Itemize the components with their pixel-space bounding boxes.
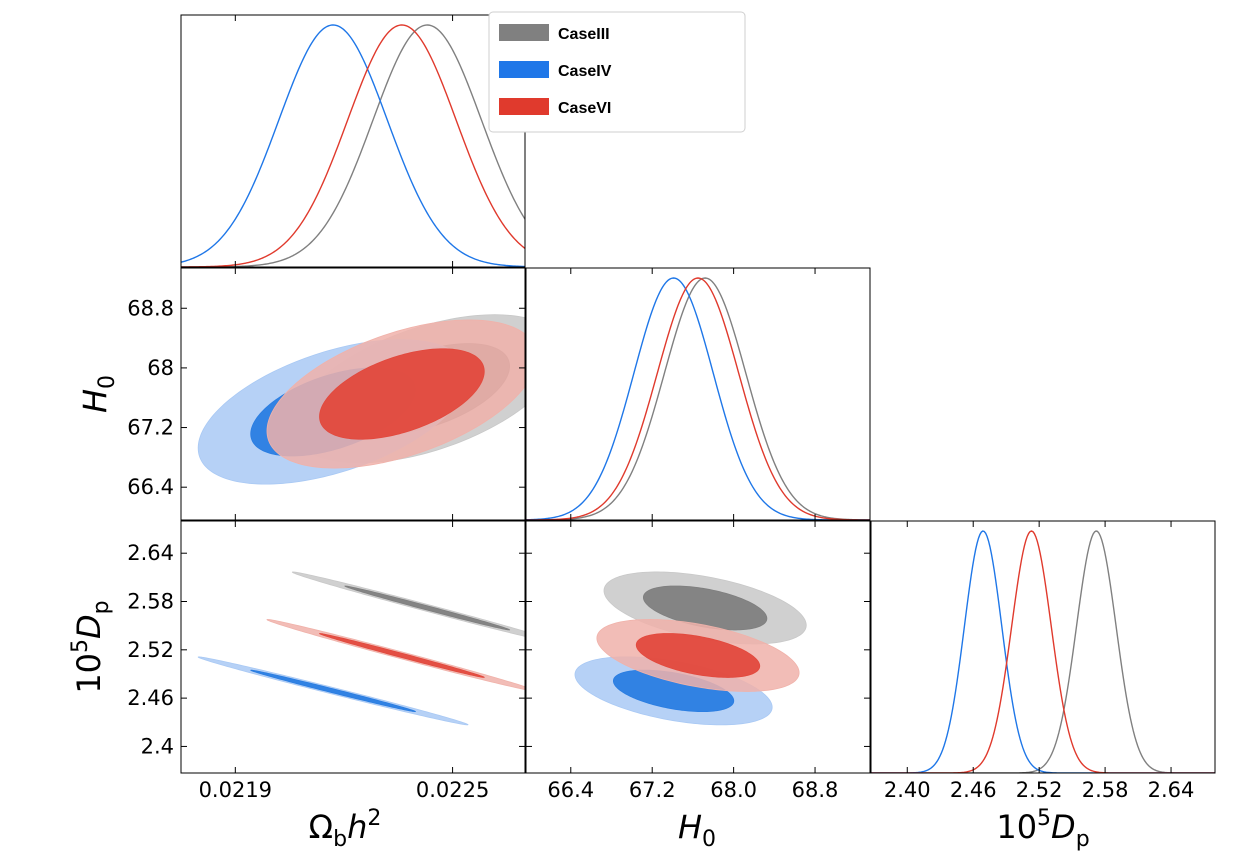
panel-frame-2-2 bbox=[870, 520, 1216, 774]
marginal-panel-omb bbox=[181, 24, 525, 267]
marginal-curve-CaseIII-H0 bbox=[526, 277, 870, 520]
legend-frame bbox=[488, 11, 746, 133]
panel-frame-0-0 bbox=[180, 14, 526, 268]
panel-frame-1-1 bbox=[525, 267, 871, 521]
y-tick-label-H0-3: 68.8 bbox=[127, 296, 174, 320]
y-tick-label-Dp-2: 2.52 bbox=[127, 638, 174, 662]
contour-1sigma-CaseIII bbox=[642, 585, 768, 631]
x-tick-label-Dp-0: 2.40 bbox=[884, 778, 931, 802]
legend-label-CaseIV: CaseIV bbox=[558, 63, 612, 80]
contour-1sigma-CaseVI bbox=[319, 633, 485, 678]
legend-swatch-CaseIV bbox=[499, 61, 549, 78]
x-tick-label-Dp-2: 2.52 bbox=[1016, 778, 1063, 802]
contour-1sigma-CaseVI bbox=[319, 348, 485, 440]
marginal-panel-H0 bbox=[526, 277, 870, 520]
axis-title-omb-x: Ωbh2 bbox=[309, 806, 382, 852]
contour-panel-omb-Dp bbox=[197, 571, 525, 726]
x-tick-label-omb-1: 0.0225 bbox=[416, 778, 489, 802]
y-tick-label-Dp-3: 2.58 bbox=[127, 590, 174, 614]
x-tick-label-H0-0: 66.4 bbox=[547, 778, 594, 802]
axis-title-Dp-y: 105Dp bbox=[68, 600, 114, 693]
x-tick-label-Dp-4: 2.64 bbox=[1148, 778, 1195, 802]
legend: CaseIII CaseIV CaseVI bbox=[488, 11, 746, 133]
legend-swatch-CaseVI bbox=[499, 98, 549, 115]
x-tick-label-Dp-1: 2.46 bbox=[950, 778, 997, 802]
y-tick-label-Dp-0: 2.4 bbox=[141, 734, 174, 758]
panel-frame-2-1 bbox=[525, 520, 871, 774]
marginal-curve-CaseIV-omb bbox=[181, 24, 525, 267]
axis-title-Dp-x: 105Dp bbox=[996, 806, 1089, 852]
axis-title-H0-y: H0 bbox=[76, 375, 120, 413]
legend-label-CaseIII: CaseIII bbox=[558, 26, 610, 43]
x-tick-label-H0-3: 68.8 bbox=[792, 778, 839, 802]
y-tick-label-Dp-1: 2.46 bbox=[127, 686, 174, 710]
contour-1sigma-CaseIII bbox=[344, 585, 511, 631]
marginal-curve-CaseVI-Dp bbox=[871, 530, 1215, 773]
y-tick-label-H0-2: 68 bbox=[147, 356, 174, 380]
contour-panel-omb-H0 bbox=[197, 314, 525, 485]
marginal-curve-CaseIV-H0 bbox=[526, 277, 870, 520]
x-tick-label-H0-2: 68.0 bbox=[710, 778, 757, 802]
x-tick-label-omb-0: 0.0219 bbox=[199, 778, 272, 802]
panel-frame-1-0 bbox=[180, 267, 526, 521]
legend-swatch-CaseIII bbox=[499, 24, 549, 41]
marginal-curve-CaseVI-omb bbox=[181, 24, 525, 267]
legend-label-CaseVI: CaseVI bbox=[558, 100, 611, 117]
x-tick-label-H0-1: 67.2 bbox=[629, 778, 676, 802]
x-tick-label-Dp-3: 2.58 bbox=[1082, 778, 1129, 802]
marginal-curve-CaseIV-Dp bbox=[871, 530, 1215, 773]
marginal-curve-CaseIII-Dp bbox=[871, 530, 1215, 773]
axis-title-H0-x: H0 bbox=[678, 808, 716, 852]
y-tick-label-Dp-4: 2.64 bbox=[127, 541, 174, 565]
contour-1sigma-CaseVI bbox=[635, 633, 761, 678]
panel-frame-2-0 bbox=[180, 520, 526, 774]
marginal-curve-CaseVI-H0 bbox=[526, 277, 870, 520]
contour-1sigma-CaseIV bbox=[250, 669, 416, 713]
y-tick-label-H0-1: 67.2 bbox=[127, 416, 174, 440]
y-tick-label-H0-0: 66.4 bbox=[127, 475, 174, 499]
marginal-curve-CaseIII-omb bbox=[181, 24, 525, 267]
marginal-panel-Dp bbox=[871, 530, 1215, 773]
contour-panel-H0-Dp bbox=[574, 571, 807, 726]
